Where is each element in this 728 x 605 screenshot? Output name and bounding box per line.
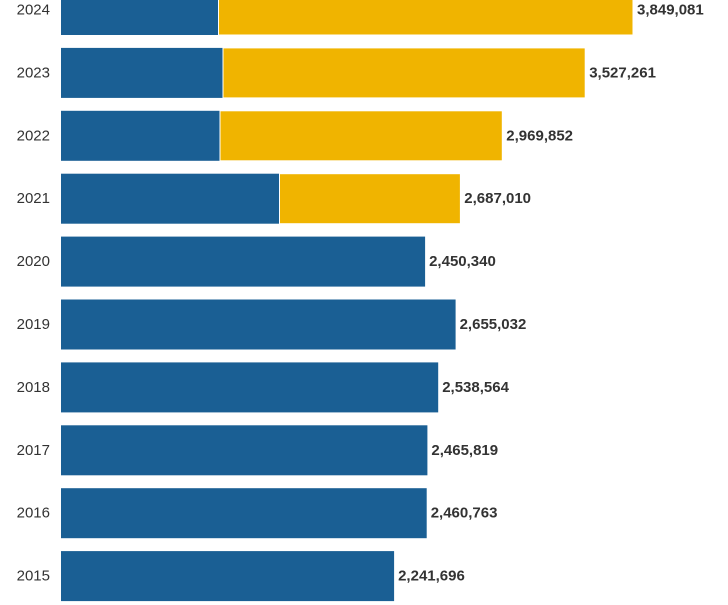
bars-group bbox=[61, 0, 634, 602]
bar-2024-gold bbox=[218, 0, 634, 36]
year-label: 2021 bbox=[17, 190, 50, 207]
bar-2023-gold bbox=[222, 47, 586, 99]
value-label: 2,460,763 bbox=[431, 505, 498, 522]
bar-2024-blue bbox=[61, 0, 219, 35]
value-label: 3,527,261 bbox=[589, 64, 656, 81]
year-label: 2017 bbox=[17, 442, 50, 459]
bar-2018-blue bbox=[61, 362, 439, 413]
bar-2021-blue bbox=[61, 173, 280, 224]
value-label: 2,241,696 bbox=[398, 568, 465, 585]
value-label: 3,849,081 bbox=[637, 2, 704, 19]
bar-2022-gold bbox=[219, 110, 503, 162]
bar-2017-blue bbox=[61, 425, 428, 476]
value-label: 2,687,010 bbox=[464, 190, 531, 207]
bar-2020-blue bbox=[61, 236, 426, 287]
value-label: 2,969,852 bbox=[506, 127, 573, 144]
value-label: 2,465,819 bbox=[431, 442, 498, 459]
bar-2021-gold bbox=[279, 173, 461, 225]
value-label: 2,450,340 bbox=[429, 253, 496, 270]
year-label: 2019 bbox=[17, 316, 50, 333]
year-label: 2020 bbox=[17, 253, 50, 270]
year-label: 2015 bbox=[17, 568, 50, 585]
value-label: 2,538,564 bbox=[442, 379, 509, 396]
year-label: 2022 bbox=[17, 127, 50, 144]
year-label: 2016 bbox=[17, 505, 50, 522]
bar-2015-blue bbox=[61, 551, 395, 602]
bar-2023-blue bbox=[61, 47, 223, 98]
bar-2019-blue bbox=[61, 299, 456, 350]
bar-2022-blue bbox=[61, 110, 220, 161]
year-label: 2024 bbox=[17, 2, 50, 19]
year-label: 2023 bbox=[17, 64, 50, 81]
year-label: 2018 bbox=[17, 379, 50, 396]
value-labels: 3,849,081 3,527,261 2,969,852 2,687,010 2,45… bbox=[398, 2, 704, 585]
year-labels: 2024 2023 2022 2021 2020 2019 2018 2017 2016 2015 bbox=[17, 2, 50, 585]
bar-2016-blue bbox=[61, 488, 427, 539]
value-label: 2,655,032 bbox=[460, 316, 527, 333]
